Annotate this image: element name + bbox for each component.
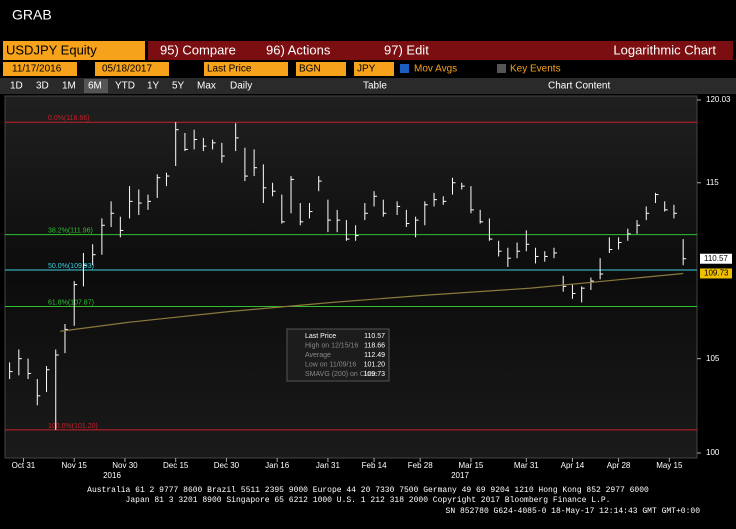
- y-tick-label: 105: [706, 354, 720, 363]
- legend-label: SMAVG (200) on Close: [305, 371, 378, 378]
- period-button[interactable]: 3D: [36, 81, 49, 92]
- y-tick-label: 120.03: [706, 95, 731, 104]
- price-tag-label: 110.57: [704, 254, 728, 263]
- period-button[interactable]: 6M: [88, 81, 102, 92]
- security: USDJPY Equity: [6, 42, 97, 57]
- x-tick-label: Dec 15: [163, 461, 189, 470]
- footer-line: SN 852780 G624-4085-0 18-May-17 12:14:43…: [446, 507, 701, 516]
- x-tick-label: Dec 30: [214, 461, 240, 470]
- x-tick-label: Oct 31: [12, 461, 36, 470]
- period-button[interactable]: 1M: [62, 81, 76, 92]
- table-button[interactable]: Table: [363, 81, 387, 92]
- year-label: 2016: [103, 471, 121, 480]
- price-tag-label: 109.73: [704, 269, 729, 278]
- y-tick-label: 115: [706, 178, 719, 187]
- frequency[interactable]: Daily: [230, 81, 252, 92]
- period-button[interactable]: 1D: [10, 81, 23, 92]
- x-tick-label: Nov 30: [112, 461, 138, 470]
- price-tag: [700, 253, 732, 264]
- legend-label: Low on 11/09/16: [305, 361, 356, 368]
- x-tick-label: Mar 15: [458, 461, 483, 470]
- fib-label: 50.0%(109.93): [48, 263, 94, 270]
- field-box[interactable]: [204, 62, 288, 76]
- fib-label: 38.2%(111.96): [48, 227, 93, 234]
- legend-value: 109.73: [364, 371, 386, 378]
- x-tick-label: Apr 28: [607, 461, 631, 470]
- period-selected: [84, 79, 108, 93]
- security-box[interactable]: [3, 41, 145, 60]
- source: BGN: [299, 64, 321, 75]
- window-title: GRAB: [12, 7, 52, 23]
- period-button[interactable]: Max: [197, 81, 216, 92]
- field: Last Price: [207, 64, 252, 75]
- period-button[interactable]: 5Y: [172, 81, 185, 92]
- fib-label: 100.0%(101.20): [48, 423, 98, 430]
- x-tick-label: Feb 28: [408, 461, 433, 470]
- legend-value: 118.66: [364, 342, 385, 349]
- currency: JPY: [357, 64, 376, 75]
- sma-line: [60, 272, 684, 332]
- chart-kind: Logarithmic Chart: [613, 42, 716, 57]
- price-tag: [700, 268, 732, 279]
- x-tick-label: Apr 14: [561, 461, 585, 470]
- menu-item[interactable]: 97) Edit: [384, 42, 429, 57]
- legend-box: [286, 328, 390, 382]
- legend-label: Last Price: [305, 333, 336, 340]
- menu-item[interactable]: 95) Compare: [160, 42, 236, 57]
- year-label: 2017: [451, 471, 469, 480]
- chart-content[interactable]: Chart Content: [548, 81, 610, 92]
- menu-item[interactable]: 96) Actions: [266, 42, 331, 57]
- plot-area: [4, 95, 698, 459]
- mov-avgs[interactable]: Mov Avgs: [414, 64, 457, 75]
- checkbox[interactable]: [497, 64, 506, 73]
- legend-label: High on 12/15/16: [305, 342, 358, 349]
- date-field[interactable]: [95, 62, 169, 76]
- footer-line: Australia 61 2 9777 8600 Brazil 5511 239…: [87, 486, 649, 495]
- fib-label: 61.8%(107.87): [48, 299, 94, 306]
- start-date: 11/17/2016: [12, 64, 62, 75]
- legend-value: 112.49: [364, 352, 385, 359]
- end-date: 05/18/2017: [102, 64, 152, 75]
- menu-bar: [148, 41, 733, 60]
- x-tick-label: Feb 14: [362, 461, 387, 470]
- date-field[interactable]: [3, 62, 77, 76]
- legend-value: 110.57: [364, 333, 385, 340]
- fib-label: 0.0%(118.66): [48, 115, 90, 122]
- legend-label: Average: [305, 352, 331, 359]
- period-button[interactable]: YTD: [115, 81, 135, 92]
- key-events[interactable]: Key Events: [510, 64, 561, 75]
- period-button[interactable]: 1Y: [147, 81, 160, 92]
- x-tick-label: May 15: [656, 461, 683, 470]
- x-tick-label: Jan 31: [316, 461, 341, 470]
- x-tick-label: Nov 15: [62, 461, 88, 470]
- currency-box[interactable]: [354, 62, 394, 76]
- checkbox[interactable]: [400, 64, 409, 73]
- footer-line: Japan 81 3 3201 8900 Singapore 65 6212 1…: [126, 496, 611, 505]
- x-tick-label: Mar 31: [514, 461, 539, 470]
- source-box[interactable]: [296, 62, 346, 76]
- y-tick-label: 100: [706, 448, 720, 457]
- toolbar: [0, 78, 736, 94]
- x-tick-label: Jan 16: [265, 461, 290, 470]
- legend-value: 101.20: [364, 361, 386, 368]
